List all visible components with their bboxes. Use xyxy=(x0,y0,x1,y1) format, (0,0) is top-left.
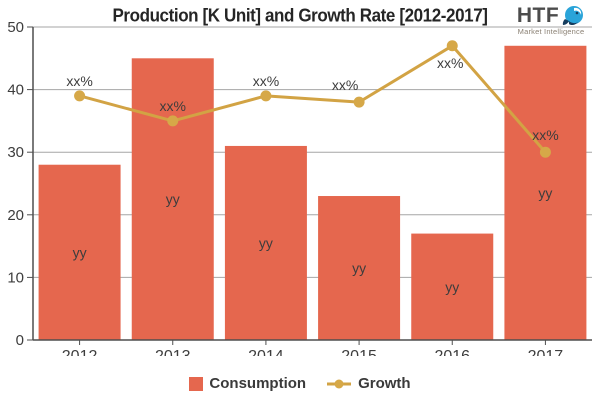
logo-brand-text: HTF xyxy=(516,3,560,27)
bar-label-2013: yy xyxy=(166,191,180,207)
growth-point-2016 xyxy=(446,40,458,52)
consumption-swatch-icon xyxy=(189,376,204,391)
bar-2014 xyxy=(224,145,307,340)
x-axis-label-2013: 2013 xyxy=(155,348,191,356)
y-axis-label-40: 40 xyxy=(7,82,24,99)
growth-point-label-2013: xx% xyxy=(160,98,186,114)
legend-label-growth: Growth xyxy=(358,375,411,392)
bar-label-2012: yy xyxy=(73,244,87,260)
brand-logo: HTF Market Intelligence xyxy=(508,3,594,36)
logo-bird-icon xyxy=(562,6,584,26)
bar-label-2016: yy xyxy=(445,279,459,295)
growth-line xyxy=(79,44,547,154)
bar-label-2017: yy xyxy=(538,185,552,201)
growth-point-2014 xyxy=(260,90,272,102)
x-axis-label-2016: 2016 xyxy=(434,348,470,356)
growth-point-label-2016: xx% xyxy=(437,55,463,71)
y-axis-label-50: 50 xyxy=(7,19,24,36)
x-axis-label-2017: 2017 xyxy=(528,348,564,356)
bar-2013 xyxy=(131,58,214,341)
growth-point-2017 xyxy=(539,146,551,158)
growth-point-2012 xyxy=(74,90,86,102)
chart-title: Production [K Unit] and Growth Rate [201… xyxy=(112,5,488,26)
x-axis-label-2014: 2014 xyxy=(248,348,284,356)
bar-2015 xyxy=(318,196,401,340)
growth-point-label-2015: xx% xyxy=(332,77,358,93)
y-axis-label-10: 10 xyxy=(7,269,24,286)
growth-point-label-2014: xx% xyxy=(253,73,279,89)
logo-tagline: Market Intelligence xyxy=(517,27,585,36)
growth-point-label-2017: xx% xyxy=(532,127,558,143)
bar-2017 xyxy=(504,45,587,340)
y-axis-label-30: 30 xyxy=(7,144,24,161)
x-axis-label-2012: 2012 xyxy=(62,348,98,356)
bar-2012 xyxy=(38,164,121,340)
bar-label-2014: yy xyxy=(259,235,273,251)
bar-2016 xyxy=(411,233,494,340)
growth-swatch-icon xyxy=(327,379,352,388)
legend-item-growth: Growth xyxy=(326,375,411,392)
legend-item-consumption: Consumption xyxy=(189,375,306,392)
chart-legend: Consumption Growth xyxy=(0,375,600,392)
bar-label-2015: yy xyxy=(352,260,366,276)
chart-canvas: 0 10 20 30 40 50 2012 2013 2014 2015 2016 2017 yy yy y… xyxy=(7,19,592,356)
growth-point-label-2012: xx% xyxy=(66,73,92,89)
legend-label-consumption: Consumption xyxy=(209,375,307,392)
x-axis-label-2015: 2015 xyxy=(341,348,377,356)
growth-point-2015 xyxy=(353,96,365,108)
growth-point-2013 xyxy=(167,115,179,127)
y-axis-label-20: 20 xyxy=(7,207,24,224)
y-axis-label-0: 0 xyxy=(16,332,24,349)
